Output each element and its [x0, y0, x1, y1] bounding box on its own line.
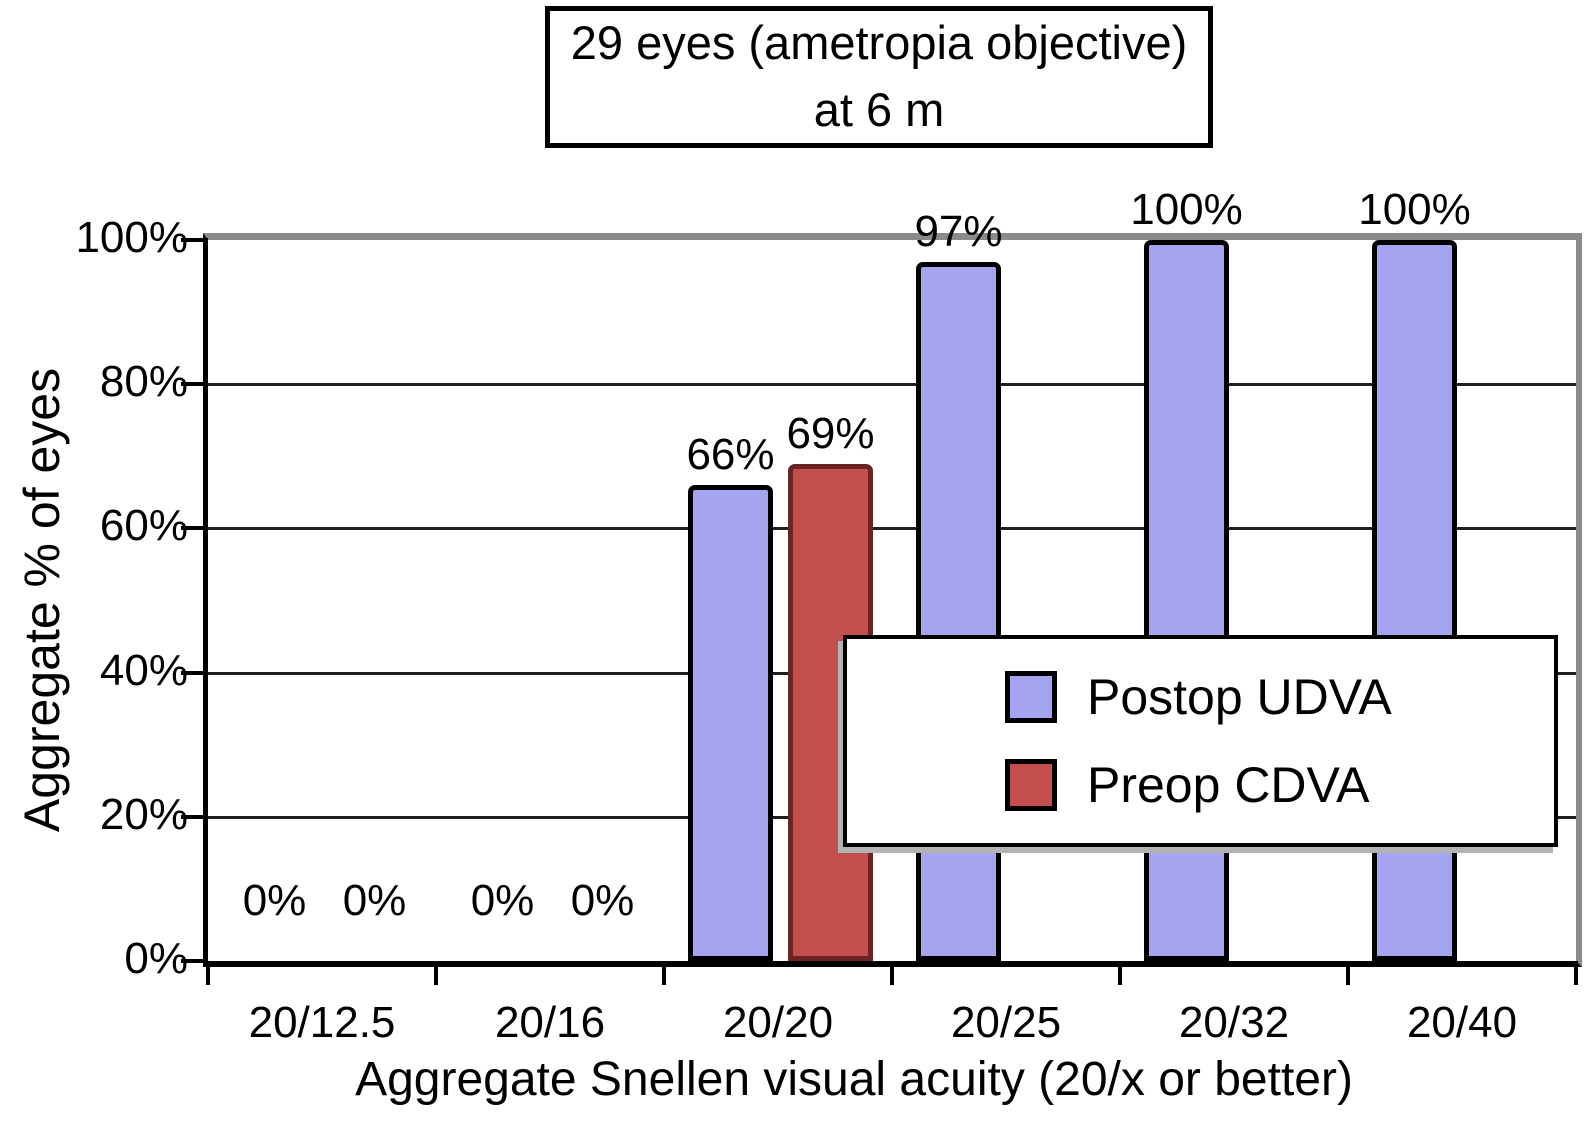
gridline-60: [208, 527, 1576, 531]
y-axis-tick-20: [181, 814, 208, 819]
data-label-postop-udva-20-25: 97%: [914, 206, 1003, 256]
bar-postop-udva-20-40: [1372, 240, 1457, 961]
y-axis-tick-40: [181, 670, 208, 675]
data-label-postop-udva-20-40: 100%: [1358, 185, 1471, 234]
y-tick-label-80: 80%: [99, 357, 188, 407]
data-label-postop-udva-20-16: 0%: [470, 876, 535, 925]
x-axis-tick-4: [1118, 961, 1122, 985]
y-axis-tick-0: [181, 959, 208, 963]
gridline-80: [208, 383, 1576, 387]
x-tick-label-20-32: 20/32: [1178, 998, 1290, 1047]
legend-label-preop-cdva: Preop CDVA: [1087, 756, 1370, 813]
x-axis-tick-3: [890, 961, 894, 985]
y-tick-label-100: 100%: [75, 213, 188, 262]
bar-postop-udva-20-25: [916, 261, 1001, 961]
x-tick-label-20-16: 20/16: [494, 998, 606, 1047]
x-axis-tick-6: [1574, 961, 1578, 985]
x-axis-tick-1: [434, 961, 438, 985]
data-label-postop-udva-20-20: 66%: [686, 430, 775, 480]
data-label-postop-udva-20-32: 100%: [1130, 185, 1243, 234]
x-axis-tick-0: [206, 961, 210, 985]
y-tick-label-20: 20%: [99, 789, 188, 839]
x-tick-label-20-40: 20/40: [1406, 998, 1518, 1047]
x-tick-label-20-20: 20/20: [722, 998, 834, 1047]
y-tick-label-0: 0%: [124, 934, 188, 983]
x-tick-label-20-12-5: 20/12.5: [248, 998, 396, 1047]
x-axis-tick-5: [1346, 961, 1350, 985]
data-label-preop-cdva-20-12-5: 0%: [342, 876, 407, 925]
legend-swatch-postop-udva-icon: [1005, 671, 1057, 724]
y-axis-title: Aggregate % of eyes: [14, 367, 70, 833]
x-axis-tick-2: [662, 961, 666, 985]
legend-item-preop-cdva: Preop CDVA: [1005, 756, 1554, 814]
data-label-preop-cdva-20-20: 69%: [786, 408, 875, 458]
y-axis-tick-100: [181, 238, 208, 242]
plot-area: 20/12.5 20/16 20/20 20/25 20/32 20/40 0% 0% 66% 9…: [181, 185, 1582, 1047]
y-tick-label-40: 40%: [99, 645, 188, 695]
legend-swatch-preop-cdva-icon: [1005, 758, 1057, 811]
chart-title-box: 29 eyes (ametropia objective) at 6 m: [545, 6, 1213, 148]
y-axis-tick-60: [181, 526, 208, 531]
x-axis-title: Aggregate Snellen visual acuity (20/x or…: [355, 1053, 1353, 1106]
legend-label-postop-udva: Postop UDVA: [1087, 669, 1392, 726]
data-label-preop-cdva-20-16: 0%: [570, 876, 635, 925]
chart-title-line-2: at 6 m: [813, 83, 945, 136]
chart-title-line-1: 29 eyes (ametropia objective): [570, 16, 1188, 70]
y-axis-tick-80: [181, 382, 208, 387]
data-label-postop-udva-20-12-5: 0%: [242, 876, 307, 925]
legend: Postop UDVA Preop CDVA: [843, 635, 1558, 847]
x-tick-label-20-25: 20/25: [950, 998, 1062, 1047]
y-tick-label-60: 60%: [99, 501, 188, 551]
bar-postop-udva-20-32: [1144, 240, 1229, 961]
legend-item-postop-udva: Postop UDVA: [1005, 668, 1554, 726]
bar-postop-udva-20-20: [688, 485, 773, 961]
